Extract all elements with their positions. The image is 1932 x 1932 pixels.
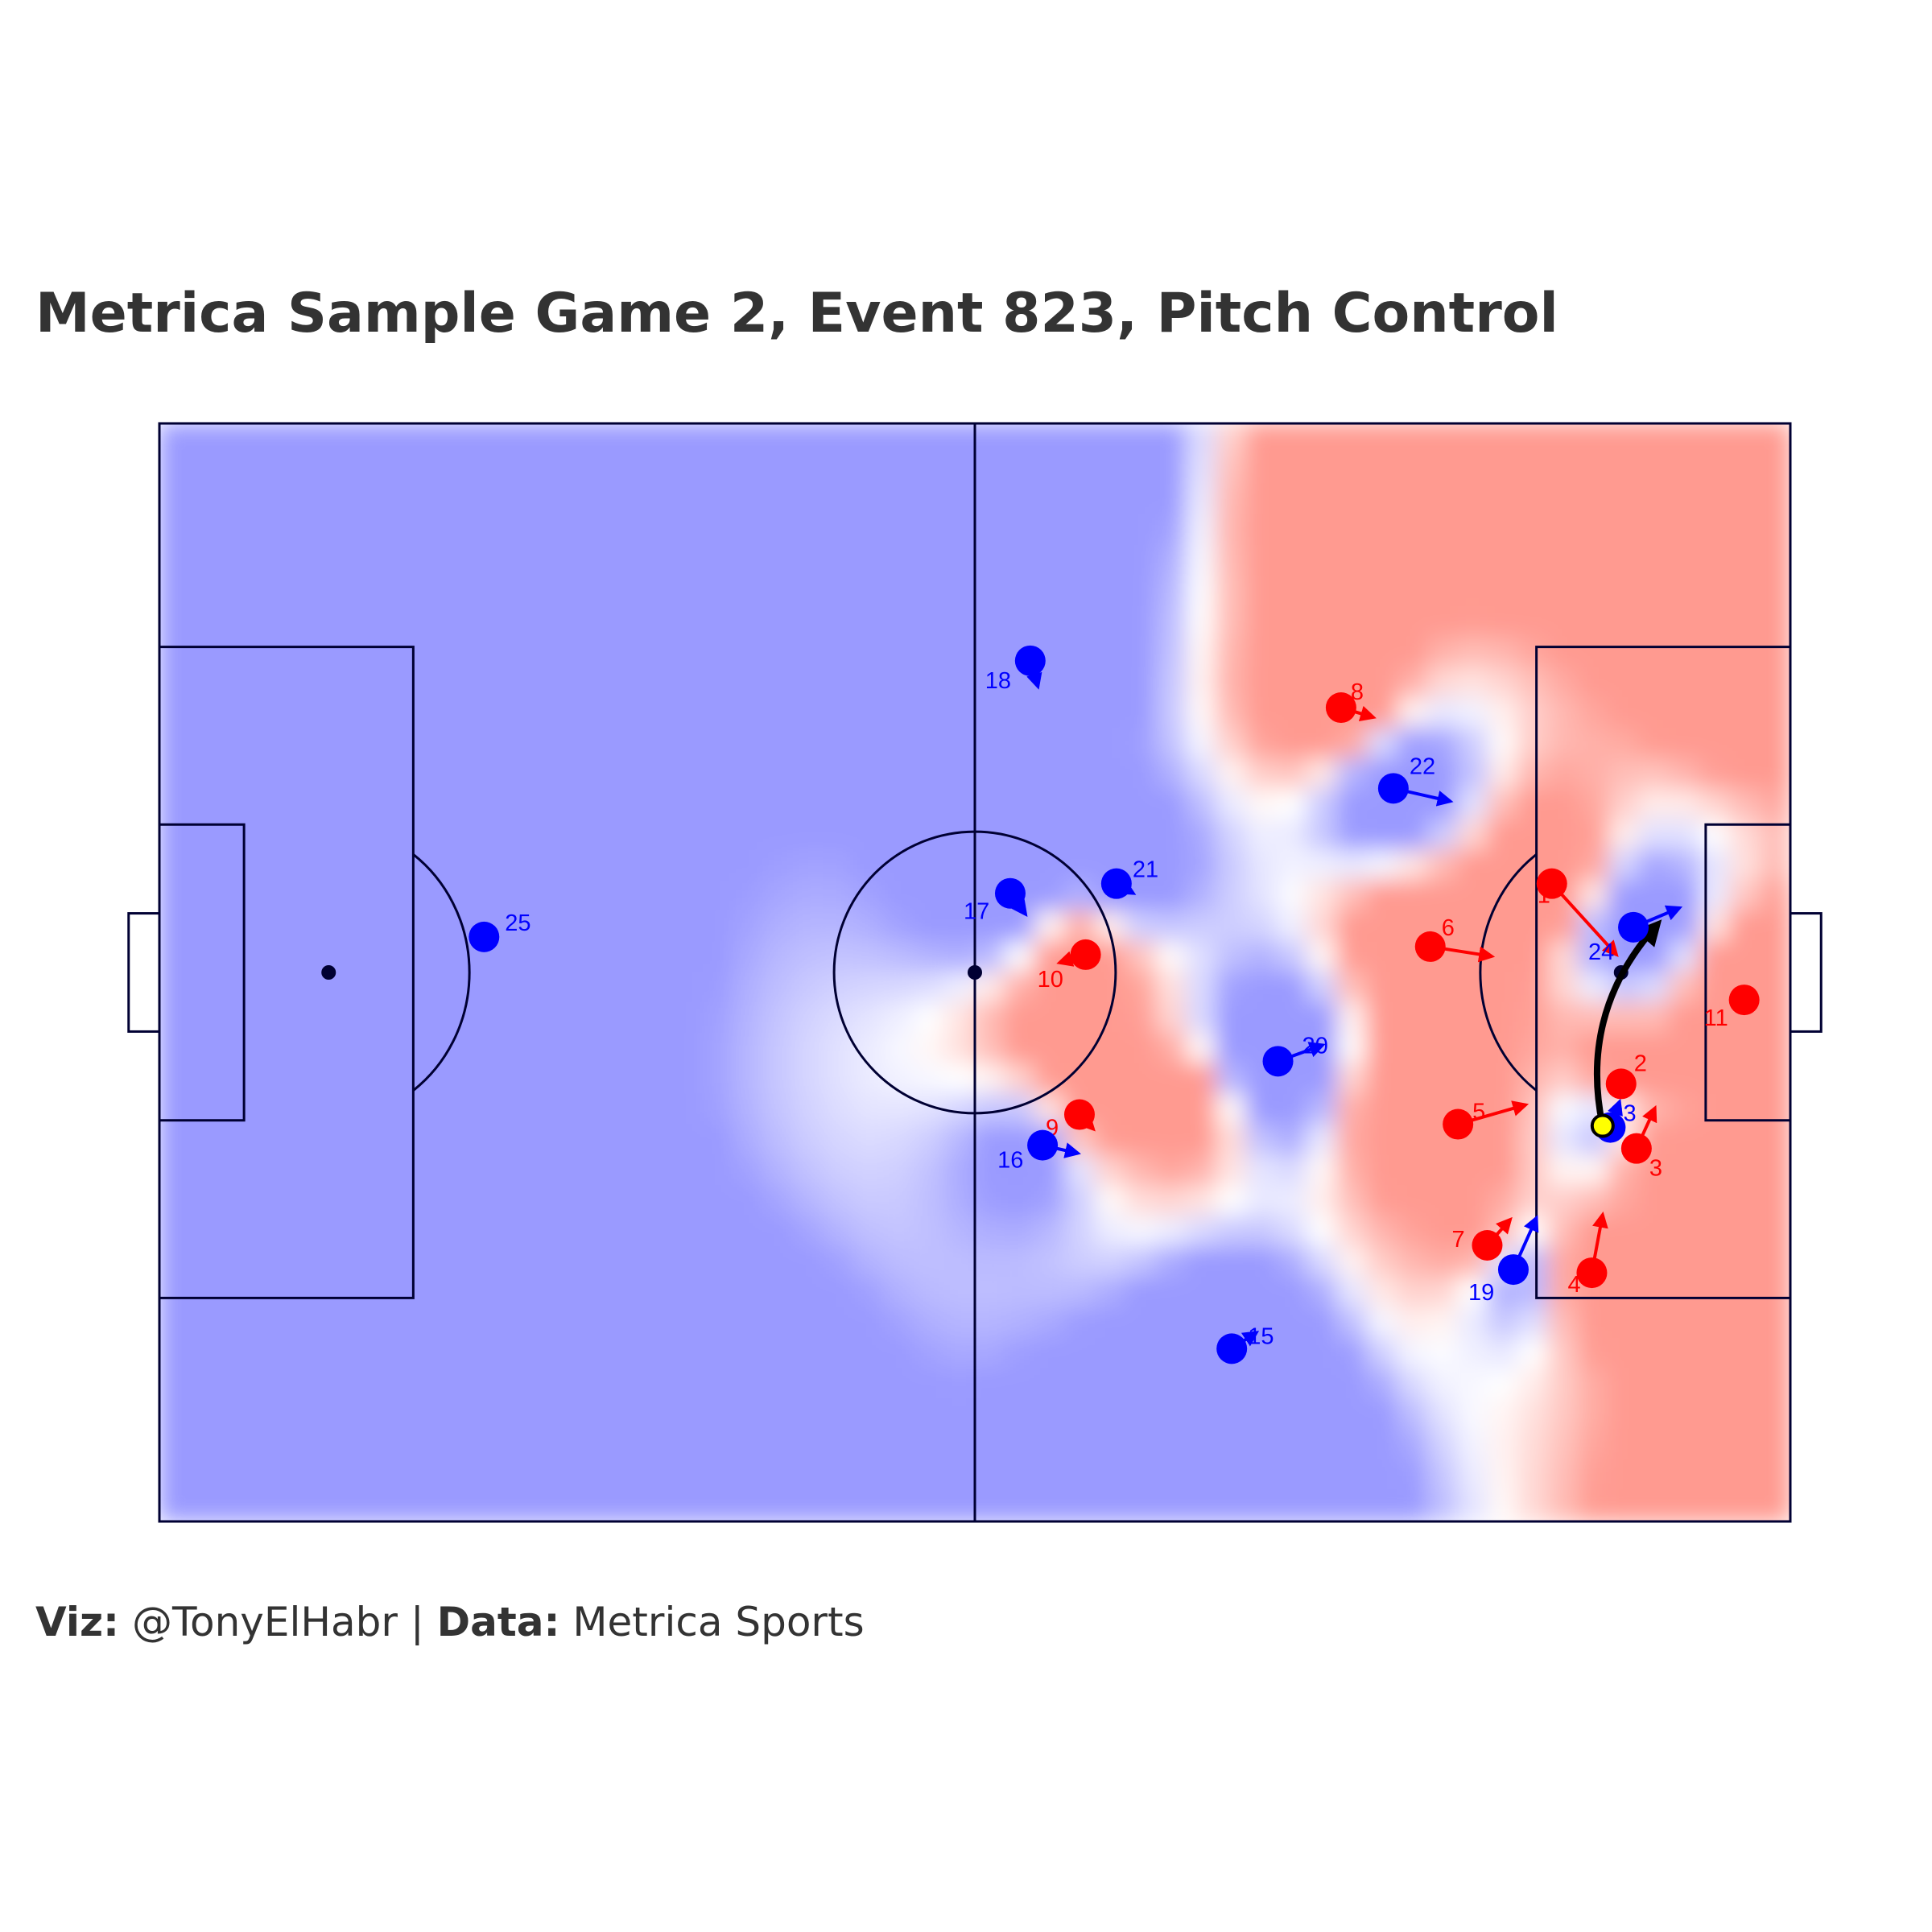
- away-player-label-19: 19: [1468, 1280, 1494, 1306]
- away-player-label-21: 21: [1133, 857, 1158, 883]
- away-player-label-17: 17: [964, 899, 989, 925]
- away-player-label-22: 22: [1410, 753, 1435, 779]
- away-player-22: [1377, 773, 1409, 804]
- centre-spot: [968, 965, 982, 980]
- pitch-markings: [127, 422, 1823, 1523]
- home-player-6: [1414, 931, 1446, 962]
- caption-separator: |: [410, 1599, 424, 1645]
- home-player-8: [1325, 692, 1356, 724]
- away-player-21: [1100, 868, 1132, 899]
- away-player-19: [1497, 1254, 1529, 1286]
- pass-arrow: [1593, 919, 1662, 1127]
- home-player-label-1: 1: [1538, 883, 1550, 909]
- left-penalty-spot: [321, 965, 336, 980]
- home-player-2: [1605, 1068, 1637, 1100]
- caption-data-label: Data:: [436, 1599, 560, 1645]
- away-player-15: [1216, 1333, 1248, 1364]
- caption-viz-label: Viz:: [35, 1599, 120, 1645]
- ball: [1590, 1113, 1615, 1138]
- away-player-16: [1027, 1129, 1059, 1161]
- away-player-17: [994, 877, 1026, 909]
- home-player-9: [1063, 1099, 1095, 1130]
- left-penalty-arc: [412, 853, 471, 1092]
- away-player-label-16: 16: [997, 1148, 1023, 1174]
- home-player-label-4: 4: [1567, 1272, 1580, 1298]
- away-player-25: [469, 921, 500, 952]
- home-player-label-10: 10: [1038, 967, 1063, 993]
- away-player-label-24: 24: [1588, 939, 1614, 965]
- home-player-4: [1576, 1257, 1608, 1289]
- chart-title: Metrica Sample Game 2, Event 823, Pitch …: [35, 282, 1558, 345]
- right-goal: [1789, 912, 1823, 1033]
- home-player-7: [1472, 1229, 1503, 1261]
- pass-path: [1593, 919, 1662, 1127]
- home-player-label-11: 11: [1704, 1005, 1728, 1031]
- centre-circle: [832, 830, 1117, 1115]
- home-player-label-8: 8: [1351, 679, 1364, 705]
- caption-data-value: Metrica Sports: [572, 1599, 865, 1645]
- home-player-1: [1536, 868, 1567, 899]
- home-player-label-5: 5: [1472, 1100, 1485, 1125]
- caption: Viz: @TonyElHabr | Data: Metrica Sports: [35, 1599, 865, 1645]
- home-player-10: [1070, 939, 1101, 970]
- away-player-label-20: 20: [1302, 1033, 1328, 1059]
- home-player-label-3: 3: [1649, 1156, 1662, 1182]
- home-velocity-1: [1550, 882, 1619, 957]
- left-goal: [127, 912, 161, 1033]
- away-player-label-25: 25: [505, 910, 530, 936]
- away-player-label-23: 23: [1610, 1101, 1636, 1127]
- away-player-label-18: 18: [985, 668, 1011, 694]
- away-player-label-15: 15: [1248, 1323, 1274, 1349]
- home-player-3: [1620, 1133, 1652, 1164]
- away-player-20: [1262, 1046, 1294, 1077]
- home-player-label-7: 7: [1451, 1227, 1464, 1253]
- home-player-label-2: 2: [1634, 1051, 1647, 1076]
- home-player-label-6: 6: [1442, 915, 1455, 941]
- caption-viz-value: @TonyElHabr: [131, 1599, 398, 1645]
- away-player-24: [1618, 911, 1649, 943]
- home-player-11: [1728, 985, 1760, 1016]
- away-player-18: [1014, 645, 1046, 676]
- home-player-5: [1443, 1108, 1474, 1140]
- right-penalty-arc: [1479, 853, 1538, 1092]
- ball-layer: [1590, 1113, 1615, 1138]
